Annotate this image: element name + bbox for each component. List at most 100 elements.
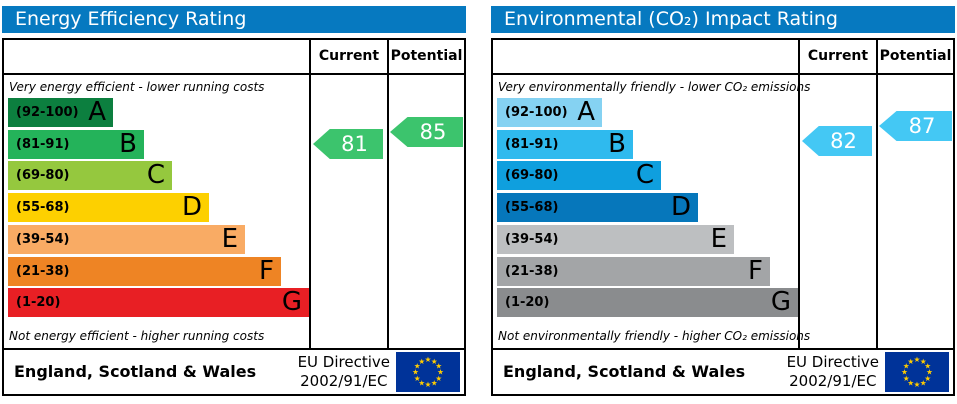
band-range-label: (21-38) [505, 264, 559, 279]
region-label: England, Scotland & Wales [503, 362, 746, 381]
band-row-b: (81-91) B [8, 129, 144, 159]
band-row-c: (69-80) C [8, 160, 172, 190]
svg-text:★: ★ [425, 355, 432, 364]
band-row-f: (21-38) F [497, 256, 770, 286]
band-letter: C [635, 160, 654, 190]
band-letter: D [181, 192, 202, 222]
band-range-label: (92-100) [16, 105, 79, 120]
svg-text:★: ★ [907, 378, 914, 387]
band-letter: E [710, 224, 727, 254]
svg-text:★: ★ [431, 357, 438, 366]
band-range-label: (69-80) [16, 168, 70, 183]
svg-text:★: ★ [418, 378, 425, 387]
energy-rating-table: Current Potential Very energy efficient … [2, 38, 466, 396]
current-column-header: Current [318, 48, 380, 64]
band-letter: G [281, 287, 302, 317]
eu-flag-icon: ★ ★★★★★★★★★★★ [396, 352, 460, 392]
svg-text:★: ★ [431, 378, 438, 387]
column-divider [309, 40, 311, 348]
table-header: Current Potential [4, 40, 464, 75]
band-letter: D [670, 192, 691, 222]
bottom-note: Not environmentally friendly - higher CO… [498, 329, 811, 343]
band-letter: F [259, 256, 274, 286]
table-footer: England, Scotland & Wales EU Directive 2… [493, 348, 953, 394]
column-divider [798, 40, 800, 348]
svg-text:★: ★ [418, 357, 425, 366]
band-row-d: (55-68) D [497, 192, 698, 222]
svg-text:★: ★ [920, 378, 927, 387]
band-letter: B [119, 129, 137, 159]
top-note: Very environmentally friendly - lower CO… [498, 80, 811, 94]
eu-flag-icon: ★ ★★★★★★★★★★★ [885, 352, 949, 392]
svg-text:★: ★ [412, 368, 419, 377]
bottom-note: Not energy efficient - higher running co… [9, 329, 265, 343]
band-range-label: (21-38) [16, 264, 70, 279]
svg-text:★: ★ [425, 380, 432, 389]
band-letter: E [221, 224, 238, 254]
energy-title-bar: Energy Efficiency Rating [2, 6, 466, 33]
band-row-g: (1-20) G [497, 287, 798, 317]
eu-directive-line2: 2002/91/EC [789, 372, 877, 390]
potential-column-header: Potential [390, 48, 463, 64]
band-row-a: (92-100) A [497, 97, 602, 127]
band-letter: C [146, 160, 165, 190]
eu-directive-line1: EU Directive [297, 353, 390, 371]
potential-rating-arrow: 87 [879, 111, 952, 141]
band-range-label: (69-80) [505, 168, 559, 183]
band-range-label: (39-54) [16, 232, 70, 247]
band-letter: G [770, 287, 791, 317]
top-note: Very energy efficient - lower running co… [9, 80, 265, 94]
eu-directive-line1: EU Directive [786, 353, 879, 371]
eu-directive-line2: 2002/91/EC [300, 372, 388, 390]
column-divider [876, 40, 878, 348]
svg-text:★: ★ [901, 368, 908, 377]
band-letter: A [577, 97, 595, 127]
svg-text:★: ★ [435, 361, 442, 370]
band-row-g: (1-20) G [8, 287, 309, 317]
band-range-label: (1-20) [505, 295, 550, 310]
band-row-c: (69-80) C [497, 160, 661, 190]
band-row-e: (39-54) E [8, 224, 245, 254]
current-rating-arrow: 82 [802, 126, 872, 156]
band-range-label: (1-20) [16, 295, 61, 310]
current-column-header: Current [807, 48, 869, 64]
band-letter: A [88, 97, 106, 127]
table-footer: England, Scotland & Wales EU Directive 2… [4, 348, 464, 394]
band-letter: F [748, 256, 763, 286]
svg-text:★: ★ [924, 374, 931, 383]
band-row-a: (92-100) A [8, 97, 113, 127]
svg-text:★: ★ [903, 374, 910, 383]
current-rating-value: 82 [830, 129, 857, 153]
band-range-label: (39-54) [505, 232, 559, 247]
table-header: Current Potential [493, 40, 953, 75]
band-row-f: (21-38) F [8, 256, 281, 286]
svg-text:★: ★ [414, 374, 421, 383]
band-row-d: (55-68) D [8, 192, 209, 222]
band-range-label: (55-68) [16, 200, 70, 215]
svg-text:★: ★ [437, 368, 444, 377]
band-range-label: (81-91) [16, 137, 70, 152]
band-range-label: (55-68) [505, 200, 559, 215]
band-letter: B [608, 129, 626, 159]
co2-impact-panel: Environmental (CO₂) Impact Rating Curren… [491, 0, 955, 404]
svg-text:★: ★ [926, 368, 933, 377]
band-range-label: (92-100) [505, 105, 568, 120]
potential-rating-arrow: 85 [390, 117, 463, 147]
energy-efficiency-panel: Energy Efficiency Rating Current Potenti… [2, 0, 466, 404]
eu-directive-label: EU Directive 2002/91/EC [298, 353, 390, 391]
current-rating-value: 81 [341, 132, 368, 156]
co2-rating-table: Current Potential Very environmentally f… [491, 38, 955, 396]
band-row-b: (81-91) B [497, 129, 633, 159]
svg-text:★: ★ [914, 355, 921, 364]
potential-rating-value: 85 [419, 120, 447, 144]
band-row-e: (39-54) E [497, 224, 734, 254]
svg-text:★: ★ [907, 357, 914, 366]
svg-text:★: ★ [903, 361, 910, 370]
potential-column-header: Potential [879, 48, 952, 64]
svg-text:★: ★ [920, 357, 927, 366]
band-range-label: (81-91) [505, 137, 559, 152]
svg-text:★: ★ [435, 374, 442, 383]
svg-text:★: ★ [924, 361, 931, 370]
column-divider [387, 40, 389, 348]
